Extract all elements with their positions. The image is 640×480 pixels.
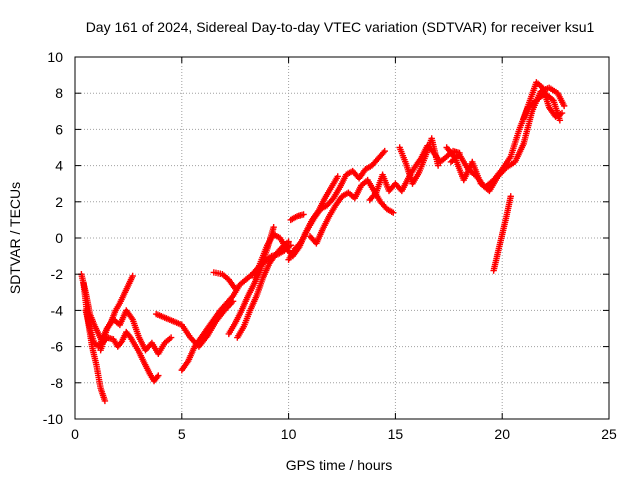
- data-point: [507, 193, 514, 200]
- data-point: [334, 173, 341, 180]
- data-point: [129, 272, 136, 280]
- x-tick-label: 15: [388, 426, 404, 442]
- series-arc-g: [210, 269, 239, 292]
- y-tick-label: -8: [51, 375, 64, 391]
- series-arc-d: [97, 307, 175, 358]
- data-point: [285, 238, 292, 245]
- data-point: [101, 397, 109, 405]
- y-tick-label: 2: [55, 194, 63, 210]
- data-point: [390, 209, 397, 216]
- series-arc-m: [287, 211, 307, 224]
- data-point: [270, 223, 277, 231]
- y-tick-label: -6: [51, 339, 64, 355]
- data-point: [167, 334, 175, 341]
- x-tick-label: 20: [494, 426, 510, 442]
- y-tick-label: 8: [55, 85, 63, 101]
- series-arc-s: [520, 79, 566, 122]
- data-point: [381, 147, 388, 155]
- axis-ticks: 0 5 10 15 20 25 -10 -8 -6 -4 -2 0 2 4 6 8 10: [43, 49, 617, 442]
- y-axis-label: SDTVAR / TECUs: [7, 182, 23, 294]
- data-point: [300, 211, 307, 218]
- x-tick-label: 10: [281, 426, 297, 442]
- y-tick-label: 10: [47, 49, 63, 65]
- series-arc-r: [490, 193, 514, 274]
- plot-points: [78, 79, 568, 405]
- data-point: [155, 372, 162, 379]
- x-tick-label: 0: [71, 426, 79, 442]
- grid: [75, 57, 609, 419]
- y-tick-label: -4: [51, 302, 64, 318]
- series-arc-k: [285, 147, 388, 263]
- y-tick-label: -10: [43, 411, 63, 427]
- data-point: [556, 117, 564, 124]
- y-tick-label: 6: [55, 121, 63, 137]
- data-point: [154, 373, 161, 381]
- y-tick-label: -2: [51, 266, 64, 282]
- data-point: [287, 242, 294, 249]
- y-tick-label: 4: [55, 158, 63, 174]
- series-arc-o: [396, 135, 442, 187]
- data-point: [434, 162, 442, 169]
- x-axis-label: GPS time / hours: [286, 457, 393, 473]
- data-point: [558, 109, 566, 117]
- data-point: [560, 102, 568, 110]
- series-arc-f: [178, 242, 294, 374]
- data-point: [232, 285, 239, 292]
- series-arc-p: [443, 84, 568, 195]
- y-tick-label: 0: [55, 230, 63, 246]
- chart-title: Day 161 of 2024, Sidereal Day-to-day VTE…: [86, 19, 595, 35]
- x-tick-label: 25: [601, 426, 617, 442]
- series-arc-a: [78, 271, 162, 385]
- x-tick-label: 5: [178, 426, 186, 442]
